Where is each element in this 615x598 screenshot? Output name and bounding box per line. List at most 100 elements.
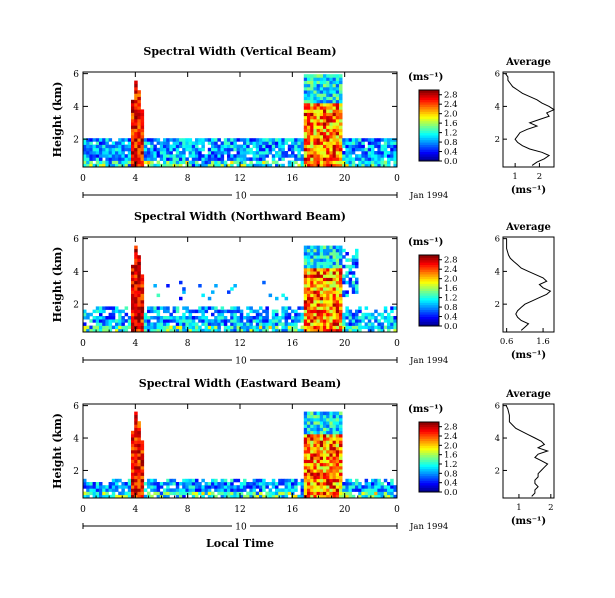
heatmap-cell [252,494,257,499]
heatmap-cell [342,482,346,486]
heatmap-cell [303,418,308,422]
heatmap-cell [303,115,308,120]
heatmap-cell [137,138,141,142]
heatmap-cell [307,284,311,288]
heatmap-cell [303,157,308,161]
heatmap-cell [348,494,353,499]
heatmap-cell [332,90,337,94]
heatmap-cell [313,456,317,460]
heatmap-cell [329,147,333,152]
heatmap-cell [211,319,215,323]
heatmap-cell [303,277,308,282]
heatmap-cell [284,138,289,142]
heatmap-cell [121,494,125,499]
heatmap-cell [259,482,263,486]
heatmap-cell [105,154,109,158]
heatmap-cell [281,141,285,145]
heatmap-cell [316,440,321,444]
heatmap-cell [179,141,183,145]
heatmap-cell [198,141,202,145]
heatmap-cell [313,83,317,88]
heatmap-cell [220,316,225,320]
heatmap-cell [307,469,311,473]
heatmap-cell [278,147,282,152]
heatmap-cell [316,424,321,428]
average-x-tick-label: 1 [512,172,517,182]
heatmap-cell [339,312,343,317]
heatmap-cell [310,144,314,149]
heatmap-cell [108,157,113,161]
heatmap-cell [329,456,333,460]
colorbar-segment [419,156,439,160]
heatmap-cell [92,325,97,330]
heatmap-cell [265,322,269,326]
heatmap-cell [134,141,138,145]
heatmap-cell [316,268,321,272]
heatmap-cell [179,328,183,333]
heatmap-cell [134,437,138,441]
heatmap-cell [131,309,135,314]
heatmap-cell [303,135,308,139]
heatmap-cell [179,316,183,320]
heatmap-cell [316,90,321,94]
heatmap-cell [310,245,314,250]
heatmap-cell [323,112,327,117]
heatmap-cell [332,109,337,113]
heatmap-cell [230,287,234,291]
heatmap-cell [191,141,196,145]
heatmap-cell [310,456,314,460]
colorbar-segment [419,158,439,162]
heatmap-cell [313,478,317,483]
heatmap-cell [319,245,324,250]
heatmap-cell [307,106,311,110]
heatmap-cell [335,131,340,136]
heatmap-cell [319,112,324,117]
heatmap-cell [121,322,125,326]
heatmap-cell [387,325,391,330]
heatmap-cell [118,478,122,483]
heatmap-cell [201,488,205,492]
heatmap-cell [310,453,314,457]
heatmap-cell [335,424,340,428]
heatmap-cell [156,293,161,298]
heatmap-cell [291,309,295,314]
heatmap-cell [217,328,221,333]
heatmap-cell [217,163,221,168]
heatmap-cell [323,128,327,133]
heatmap-cell [271,141,276,145]
heatmap-cell [268,482,273,486]
heatmap-cell [323,271,327,275]
heatmap-cell [307,424,311,428]
heatmap-cell [310,277,314,282]
heatmap-cell [198,325,202,330]
heatmap-cell [207,485,212,489]
heatmap-cell [310,115,314,120]
colorbar-tick-label: 0.4 [444,479,458,489]
heatmap-cell [310,411,314,416]
heatmap-cell [294,322,298,326]
heatmap-cell [172,325,177,330]
colorbar-frame [418,254,440,327]
heatmap-cell [332,255,337,259]
heatmap-cell [115,154,119,158]
heatmap-cell [345,290,349,294]
heatmap-cell [358,319,362,323]
heatmap-cell [303,322,308,326]
heatmap-cell [358,154,362,158]
heatmap-cell [310,293,314,298]
heatmap-cell [115,488,119,492]
heatmap-cell [323,446,327,451]
heatmap-cell [307,437,311,441]
heatmap-cell [233,312,237,317]
heatmap-cell [262,147,266,152]
heatmap-cell [291,482,295,486]
heatmap-cell [182,151,186,155]
heatmap-cell [387,485,391,489]
heatmap-cell [377,154,381,158]
heatmap-cell [319,462,324,467]
colorbar-segment [419,485,439,488]
heatmap-cell [137,325,141,330]
heatmap-cell [137,271,141,275]
heatmap-cell [313,138,317,142]
heatmap-cell [134,450,138,454]
